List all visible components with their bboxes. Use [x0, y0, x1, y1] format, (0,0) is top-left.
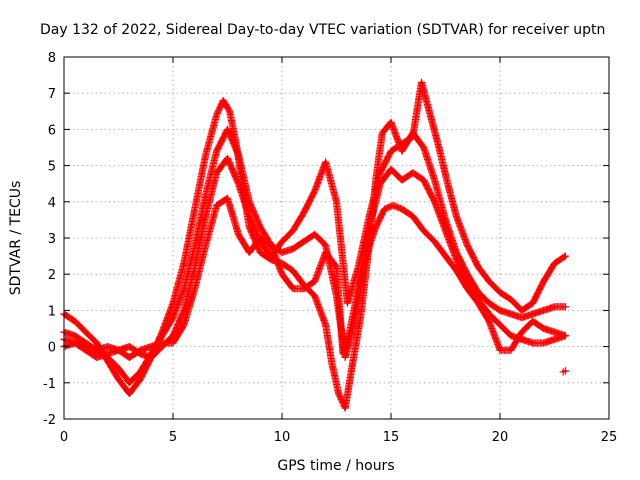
- y-tick-label: 5: [48, 160, 56, 175]
- y-tick-label: 1: [48, 304, 56, 319]
- series-trace-b: [60, 125, 569, 387]
- series-trace-a: [60, 96, 569, 412]
- y-tick-label: -1: [43, 377, 56, 392]
- y-tick-label: 4: [48, 196, 56, 211]
- x-tick-label: 20: [492, 430, 509, 445]
- y-tick-label: 7: [48, 87, 56, 102]
- y-tick-label: 2: [48, 268, 56, 283]
- x-tick-label: 0: [60, 430, 68, 445]
- y-tick-label: 6: [48, 123, 56, 138]
- x-tick-label: 5: [169, 430, 177, 445]
- x-tick-label: 10: [274, 430, 291, 445]
- y-tick-label: 8: [48, 51, 56, 66]
- x-tick-label: 15: [383, 430, 400, 445]
- outlier-point: [559, 367, 569, 376]
- x-axis-label: GPS time / hours: [277, 458, 394, 474]
- x-tick-label: 25: [601, 430, 618, 445]
- series-trace-c: [60, 194, 569, 362]
- y-tick-label: 0: [48, 341, 56, 356]
- axis-ticks: -2 -1 0 1 2 3 4 5 6 7 8 0 5 10 15 20 25: [43, 51, 617, 445]
- series-trace-d: [60, 78, 569, 362]
- data-points: [60, 78, 569, 412]
- y-axis-label: SDTVAR / TECUs: [8, 181, 24, 296]
- chart-title: Day 132 of 2022, Sidereal Day-to-day VTE…: [40, 22, 605, 38]
- y-tick-label: -2: [43, 413, 56, 428]
- y-tick-label: 3: [48, 232, 56, 247]
